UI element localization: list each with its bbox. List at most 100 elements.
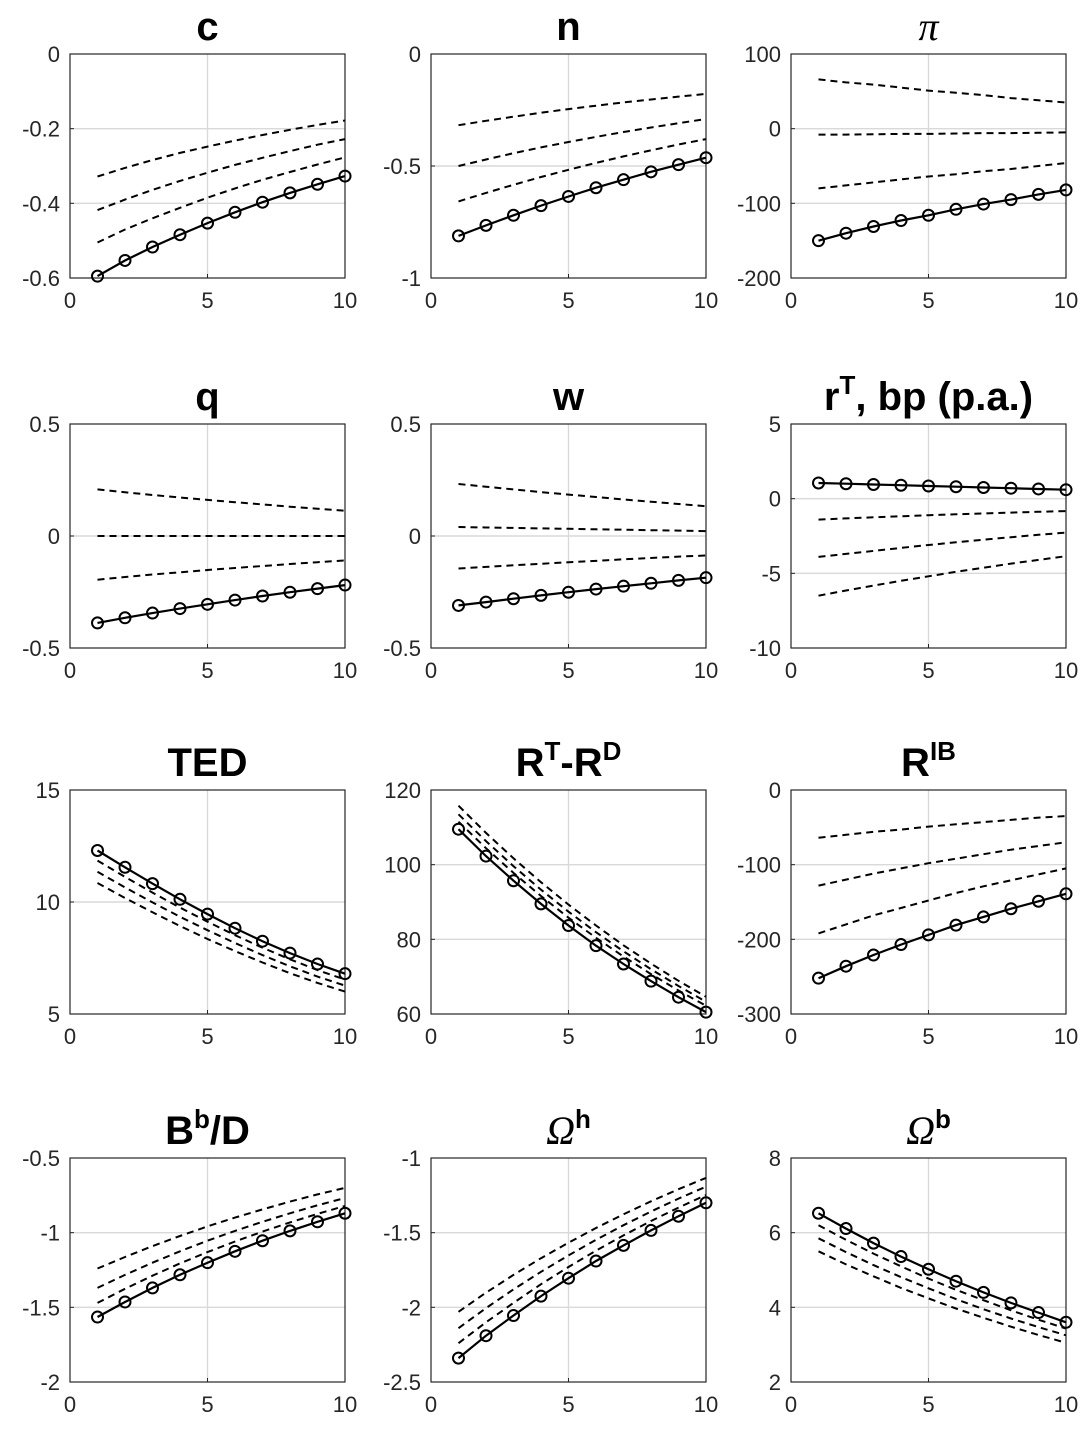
series-line-dashed: [458, 483, 707, 508]
series-line-dashed: [97, 559, 346, 581]
y-tick-label: -0.2: [22, 117, 60, 142]
panel-title: Ωh: [546, 1104, 591, 1153]
series-line-dashed: [818, 555, 1067, 597]
series-line-solid: [457, 1201, 707, 1359]
data-point-marker: [644, 974, 658, 988]
x-tick-label: 0: [64, 1024, 76, 1049]
data-point-marker: [922, 1262, 935, 1276]
panel-title-superscript: IB: [930, 736, 956, 766]
data-point-marker: [589, 582, 603, 596]
series-line-dashed: [97, 1186, 346, 1270]
x-tick-label: 0: [425, 658, 437, 683]
data-point-marker: [812, 476, 825, 490]
y-tick-label: 0: [409, 524, 421, 549]
panel-title-part: B: [165, 1109, 194, 1153]
data-point-marker: [228, 1244, 242, 1258]
data-point-marker: [452, 229, 465, 243]
data-point-marker: [562, 189, 575, 203]
data-point-marker: [201, 216, 214, 230]
data-point-marker: [311, 177, 324, 191]
data-point-marker: [977, 1285, 990, 1299]
data-point-marker: [922, 928, 935, 942]
series-line-dashed: [97, 138, 346, 212]
data-point-marker: [617, 579, 630, 593]
chart-panel-9: 0 5 10 -300 -200 -100 0 RIB: [737, 736, 1078, 1049]
y-tick-label: 100: [744, 42, 781, 67]
data-point-marker: [479, 595, 493, 609]
data-point-marker: [118, 253, 132, 267]
data-point-marker: [201, 597, 214, 611]
y-tick-label: 15: [36, 778, 60, 803]
chart-panel-8: 0 5 10 60 80 100 120 RT-RD: [384, 736, 718, 1049]
data-point-marker: [146, 877, 159, 891]
x-tick-label: 5: [562, 288, 574, 313]
data-point-marker: [839, 477, 853, 491]
y-tick-label: 60: [397, 1002, 421, 1027]
series-line-dashed: [457, 1185, 707, 1330]
chart-panel-6: 0 5 10 -10 -5 0 5 rT, bp (p.a.): [749, 370, 1078, 683]
data-point-marker: [977, 197, 990, 211]
data-point-marker: [589, 181, 603, 195]
panel-title: π: [918, 4, 939, 49]
y-tick-label: 6: [769, 1221, 781, 1246]
data-point-marker: [949, 1274, 963, 1288]
y-tick-label: -200: [737, 266, 781, 291]
x-tick-label: 10: [1054, 288, 1078, 313]
series-line-dashed: [97, 1204, 346, 1304]
data-point-marker: [256, 195, 269, 209]
data-point-marker: [507, 1309, 520, 1323]
data-point-marker: [173, 1268, 187, 1282]
data-point-marker: [672, 1209, 685, 1223]
data-point-marker: [589, 1254, 603, 1268]
series-line-dashed: [818, 1250, 1067, 1344]
y-tick-label: -1: [401, 1146, 421, 1171]
data-point-marker: [534, 588, 548, 602]
data-point-marker: [1059, 183, 1073, 197]
y-tick-label: 0: [769, 778, 781, 803]
y-tick-label: -0.5: [383, 154, 421, 179]
series-line-solid: [818, 481, 1067, 491]
y-tick-label: 0: [769, 117, 781, 142]
x-tick-label: 5: [922, 1392, 934, 1417]
x-tick-label: 5: [201, 658, 213, 683]
data-point-marker: [1032, 482, 1045, 496]
x-tick-label: 0: [785, 658, 797, 683]
x-tick-label: 0: [64, 658, 76, 683]
data-point-marker: [867, 1236, 880, 1250]
data-point-marker: [507, 208, 520, 222]
x-tick-label: 5: [201, 288, 213, 313]
panel-title-part: TED: [168, 741, 248, 785]
data-point-marker: [699, 1005, 713, 1019]
data-point-marker: [173, 602, 187, 616]
y-tick-label: 120: [384, 778, 421, 803]
data-point-marker: [201, 907, 214, 921]
data-point-marker: [452, 822, 465, 836]
data-point-marker: [644, 576, 658, 590]
y-tick-label: -100: [737, 853, 781, 878]
y-tick-label: -5: [761, 561, 781, 586]
panel-title-part: Ω: [906, 1108, 935, 1153]
x-tick-label: 10: [1054, 1024, 1078, 1049]
panel-title-superscript: D: [603, 736, 622, 766]
series-line-dashed: [818, 510, 1067, 521]
data-point-marker: [283, 1224, 297, 1238]
panel-title-superscript: T: [545, 736, 561, 766]
data-point-marker: [1004, 902, 1018, 916]
data-point-marker: [1032, 1306, 1045, 1320]
data-point-marker: [146, 606, 159, 620]
x-tick-label: 5: [562, 1392, 574, 1417]
data-point-marker: [479, 1329, 493, 1343]
x-tick-label: 0: [785, 1392, 797, 1417]
y-tick-label: -2: [401, 1295, 421, 1320]
x-tick-label: 0: [64, 1392, 76, 1417]
data-point-marker: [867, 948, 880, 962]
data-point-marker: [589, 939, 603, 953]
data-point-marker: [91, 269, 104, 283]
series-line-solid: [817, 1212, 1067, 1324]
chart-panel-1: 0 5 10 -0.6 -0.4 -0.2 0 c: [22, 5, 357, 313]
data-point-marker: [562, 1271, 575, 1285]
data-point-marker: [479, 218, 493, 232]
y-tick-label: -1: [401, 266, 421, 291]
y-tick-label: -0.5: [383, 636, 421, 661]
